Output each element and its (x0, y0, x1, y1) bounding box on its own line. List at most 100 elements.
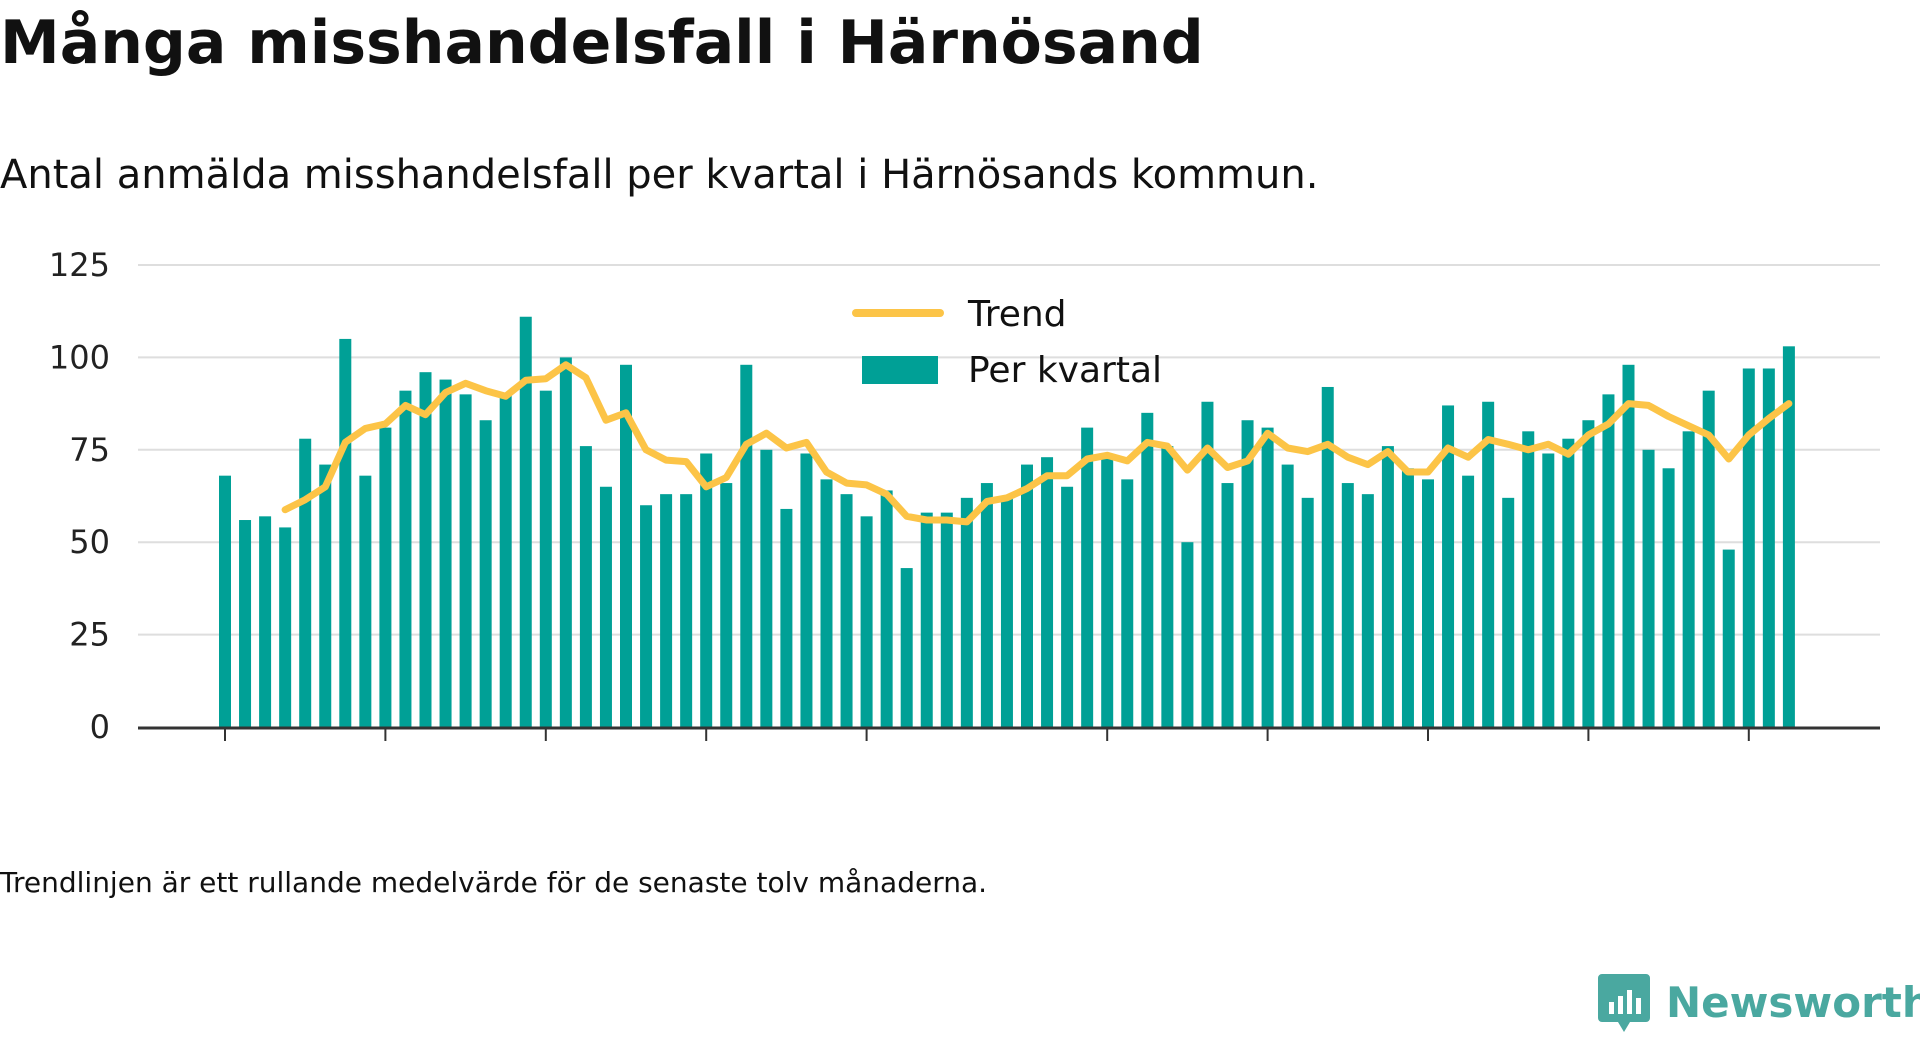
bar (1281, 464, 1294, 727)
bar (880, 490, 893, 727)
x-tick-label: 2014 (826, 756, 907, 760)
bar (1462, 475, 1475, 727)
bar (900, 568, 913, 727)
bar (700, 453, 713, 727)
bar (1642, 449, 1655, 727)
y-tick-label: 0 (90, 708, 110, 746)
legend-trend-label: Trend (967, 294, 1067, 335)
bar (1622, 364, 1635, 727)
bar (740, 364, 753, 727)
bar (579, 446, 592, 727)
bar (399, 390, 412, 727)
bar (860, 516, 873, 727)
x-tick-label: 2019 (1227, 756, 1308, 760)
bar (1742, 368, 1755, 727)
x-tick-label: 2008 (345, 756, 426, 760)
bar (279, 527, 292, 727)
x-tick-label: 2017 (1066, 756, 1147, 760)
bar (1361, 494, 1374, 727)
bar (1000, 497, 1013, 727)
bar (339, 338, 352, 727)
bar (1181, 542, 1194, 727)
bar (1522, 431, 1535, 727)
bar (1782, 346, 1795, 727)
bar (980, 483, 993, 727)
bar (1041, 457, 1054, 727)
bar (1221, 483, 1234, 727)
bar (1542, 453, 1555, 727)
x-tick-label: 2025 (1708, 756, 1789, 760)
bar (1161, 446, 1174, 727)
bar (299, 438, 312, 727)
trend-series (281, 361, 1793, 526)
bar (559, 357, 572, 727)
x-tick-label: 2012 (665, 756, 746, 760)
bar (780, 508, 793, 727)
y-tick-label: 25 (69, 616, 110, 654)
bar (359, 475, 372, 727)
bar (1021, 464, 1033, 727)
chart-subtitle: Antal anmälda misshandelsfall per kvarta… (0, 152, 1319, 198)
bar (680, 494, 693, 727)
bar (1682, 431, 1695, 727)
bar (640, 505, 653, 727)
x-tick-label: 2010 (505, 756, 586, 760)
bar (419, 372, 432, 727)
bar (1562, 438, 1575, 727)
chart-footnote: Trendlinjen är ett rullande medelvärde f… (0, 866, 988, 899)
chart-title: Många misshandelsfall i Härnösand (0, 8, 1204, 78)
bar (1662, 468, 1675, 727)
bar (1061, 486, 1074, 727)
bar (1101, 453, 1114, 727)
bar (1141, 412, 1154, 727)
bar (479, 420, 492, 727)
bar (1301, 497, 1314, 727)
bar (1201, 401, 1214, 727)
bar (1602, 394, 1615, 727)
bar (539, 390, 552, 727)
bar (1261, 427, 1274, 727)
y-tick-label: 100 (49, 338, 110, 376)
legend: Trend Per kvartal (852, 294, 1162, 391)
bar (499, 394, 512, 727)
bar (259, 516, 272, 727)
y-axis-ticks: 0 25 50 75 100 125 (49, 246, 110, 746)
trend-line (281, 361, 1793, 526)
bar (940, 512, 953, 727)
legend-bar-swatch (862, 356, 938, 384)
y-tick-label: 125 (49, 246, 110, 284)
bar (840, 494, 853, 727)
bar (1321, 386, 1334, 727)
bar (239, 520, 252, 727)
bar (439, 379, 452, 727)
bar (1121, 479, 1134, 727)
x-tick-label: 2006 (184, 756, 265, 760)
bar (820, 479, 833, 727)
bar (1341, 483, 1354, 727)
bar (519, 316, 532, 727)
bar (1422, 479, 1434, 727)
y-tick-label: 75 (69, 431, 110, 469)
bar (1081, 427, 1094, 727)
bar (960, 497, 973, 727)
bar (920, 512, 933, 727)
bar (1442, 405, 1455, 727)
bar (1401, 468, 1414, 727)
bar (1381, 446, 1394, 727)
legend-bar-label: Per kvartal (968, 350, 1162, 391)
bar (1702, 390, 1715, 727)
x-tick-label: 2021 (1387, 756, 1468, 760)
bar (720, 483, 733, 727)
bar (620, 364, 632, 727)
bar (319, 464, 332, 727)
bar-series (219, 316, 1795, 727)
newsworthy-logo-text: Newsworthy (1666, 978, 1920, 1027)
bar (219, 475, 231, 727)
bar (800, 453, 813, 727)
bar (1482, 401, 1495, 727)
x-tick-label: 2023 (1548, 756, 1629, 760)
newsworthy-logo[interactable]: Newsworthy (1596, 970, 1920, 1040)
bar (1762, 368, 1775, 727)
bar (1722, 549, 1735, 727)
